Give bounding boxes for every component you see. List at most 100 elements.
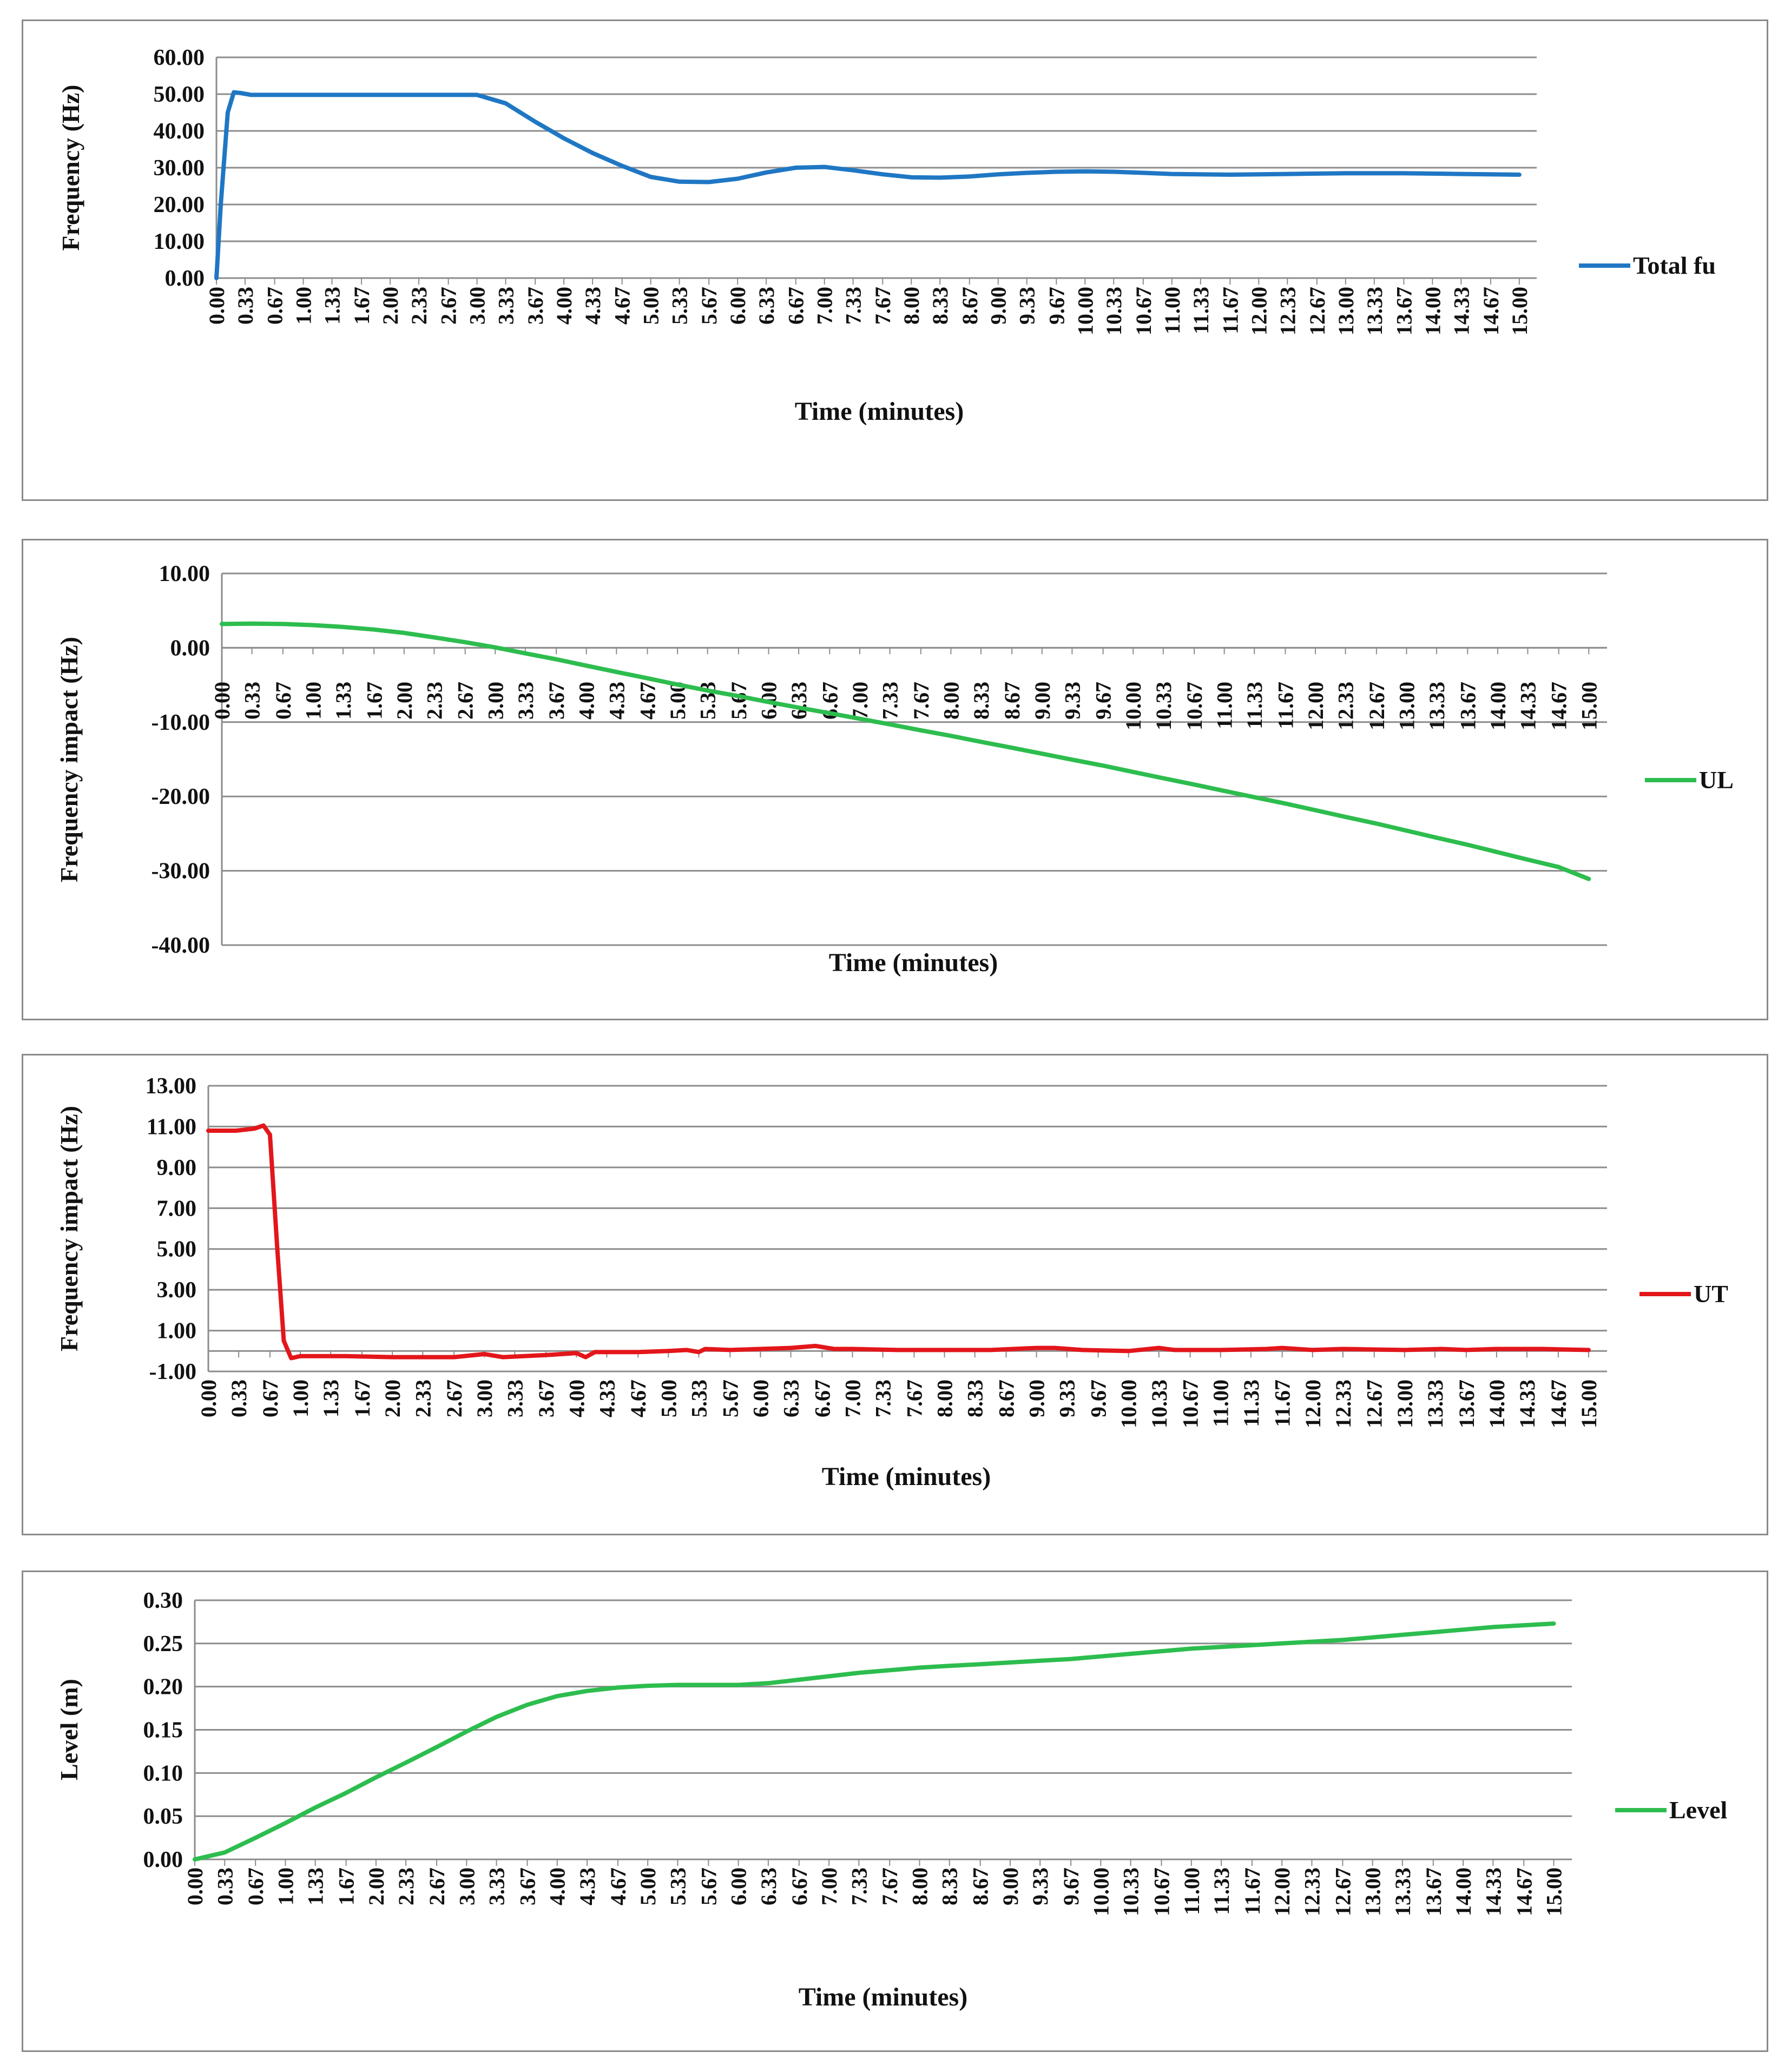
y-tick-label: 7.00 <box>157 1196 197 1221</box>
y-tick-label: 0.00 <box>165 266 205 291</box>
y-tick-label: -10.00 <box>152 710 210 735</box>
y-tick-label: 10.00 <box>159 562 210 586</box>
x-tick-label: 10.33 <box>1102 287 1126 335</box>
x-tick-label: 14.67 <box>1547 682 1571 730</box>
x-tick-label: 7.67 <box>878 1868 902 1905</box>
x-tick-label: 10.33 <box>1151 682 1176 730</box>
x-tick-label: 10.33 <box>1119 1868 1143 1916</box>
x-tick-label: 10.00 <box>1089 1868 1113 1916</box>
x-tick-label: 13.67 <box>1454 1380 1479 1428</box>
x-tick-label: 11.00 <box>1160 287 1184 334</box>
x-tick-label: 0.33 <box>213 1868 237 1905</box>
y-tick-label: 13.00 <box>146 1074 197 1099</box>
x-tick-label: 14.33 <box>1481 1868 1505 1916</box>
x-tick-label: 14.00 <box>1420 287 1445 335</box>
x-tick-label: 8.33 <box>969 682 993 720</box>
x-tick-label: 9.67 <box>1059 1868 1083 1905</box>
x-tick-label: 9.33 <box>1060 682 1084 720</box>
x-tick-label: 10.33 <box>1147 1380 1171 1428</box>
x-tick-label: 8.33 <box>928 287 952 325</box>
y-tick-label: -20.00 <box>152 784 210 809</box>
x-tick-label: 3.00 <box>483 682 508 720</box>
x-tick-label: 2.33 <box>422 682 446 720</box>
x-tick-label: 3.33 <box>485 1868 509 1905</box>
y-tick-label: 0.10 <box>143 1761 183 1786</box>
x-tick-label: 0.33 <box>240 682 265 720</box>
x-tick-label: 6.00 <box>727 1868 751 1905</box>
y-tick-label: 0.30 <box>143 1588 183 1613</box>
x-tick-label: 4.67 <box>636 682 660 720</box>
x-tick-label: 5.00 <box>656 1380 681 1417</box>
x-tick-label: 13.33 <box>1425 682 1449 730</box>
x-tick-label: 3.67 <box>515 1868 539 1905</box>
x-tick-label: 8.33 <box>938 1868 962 1905</box>
x-tick-label: 13.67 <box>1421 1868 1446 1916</box>
x-tick-label: 12.33 <box>1334 682 1358 730</box>
x-tick-label: 7.33 <box>878 682 903 720</box>
x-tick-label: 9.00 <box>1025 1380 1049 1417</box>
x-tick-label: 10.00 <box>1073 287 1097 335</box>
x-tick-label: 0.33 <box>227 1380 251 1417</box>
x-tick-label: 1.67 <box>334 1868 359 1905</box>
x-tick-label: 11.33 <box>1239 1380 1263 1427</box>
x-tick-label: 3.67 <box>523 287 548 325</box>
x-tick-label: 8.00 <box>933 1380 957 1417</box>
x-tick-label: 8.33 <box>963 1380 987 1417</box>
x-tick-label: 1.67 <box>362 682 386 720</box>
x-tick-label: 1.00 <box>288 1380 313 1417</box>
x-tick-label: 1.00 <box>301 682 325 720</box>
x-tick-label: 14.33 <box>1516 682 1540 730</box>
x-tick-label: 10.67 <box>1131 287 1156 335</box>
x-tick-label: 8.00 <box>899 287 924 325</box>
legend-label: Level <box>1669 1796 1727 1824</box>
x-tick-label: 11.00 <box>1209 1380 1233 1427</box>
y-tick-label: 11.00 <box>147 1114 196 1139</box>
x-tick-label: 10.00 <box>1121 682 1145 730</box>
x-tick-label: 9.67 <box>1087 1380 1111 1417</box>
x-tick-label: 13.33 <box>1362 287 1387 335</box>
series-line-total-fu <box>214 90 1522 280</box>
x-tick-label: 4.00 <box>564 1380 589 1417</box>
x-tick-label: 7.33 <box>871 1380 896 1417</box>
x-tick-label: 11.67 <box>1240 1868 1265 1915</box>
x-tick-label: 13.00 <box>1394 682 1419 730</box>
x-tick-label: 10.00 <box>1117 1380 1141 1428</box>
chart-panel-total-frequency <box>22 19 1768 501</box>
series-line-ut <box>206 1123 1591 1361</box>
x-tick-label: 12.00 <box>1303 682 1328 730</box>
x-tick-label: 14.00 <box>1485 1380 1509 1428</box>
y-tick-label: 0.05 <box>143 1804 183 1829</box>
x-tick-label: 2.67 <box>437 287 461 325</box>
x-tick-label: 7.33 <box>841 287 866 325</box>
x-tick-label: 2.00 <box>380 1380 405 1417</box>
x-tick-label: 12.00 <box>1270 1868 1294 1916</box>
x-tick-label: 9.67 <box>1091 682 1116 720</box>
x-tick-label: 5.67 <box>696 1868 721 1905</box>
x-tick-label: 10.67 <box>1150 1868 1174 1916</box>
x-tick-label: 10.67 <box>1178 1380 1203 1428</box>
y-tick-label: 1.00 <box>157 1319 197 1344</box>
x-tick-label: 1.33 <box>320 287 345 325</box>
x-tick-label: 14.33 <box>1449 287 1473 335</box>
x-axis-title: Time (minutes) <box>822 1462 991 1491</box>
x-tick-label: 14.67 <box>1546 1380 1571 1428</box>
series-line-ul <box>220 621 1591 881</box>
series-line-level <box>193 1621 1556 1862</box>
x-tick-label: 13.00 <box>1361 1868 1385 1916</box>
x-tick-label: 5.00 <box>639 287 663 325</box>
x-tick-label: 0.00 <box>183 1868 207 1905</box>
x-tick-label: 15.00 <box>1577 682 1601 730</box>
x-tick-label: 15.00 <box>1507 287 1532 335</box>
x-tick-label: 2.33 <box>394 1868 418 1905</box>
x-tick-label: 4.00 <box>552 287 576 325</box>
y-tick-label: 0.25 <box>143 1632 183 1657</box>
x-tick-label: 9.00 <box>998 1868 1023 1905</box>
x-tick-label: 2.67 <box>425 1868 449 1905</box>
x-tick-label: 0.00 <box>210 682 234 720</box>
x-tick-label: 12.33 <box>1275 287 1300 335</box>
x-tick-label: 14.33 <box>1515 1380 1539 1428</box>
x-tick-label: 9.33 <box>1015 287 1039 325</box>
x-tick-label: 6.67 <box>784 287 808 325</box>
x-tick-label: 14.00 <box>1451 1868 1476 1916</box>
